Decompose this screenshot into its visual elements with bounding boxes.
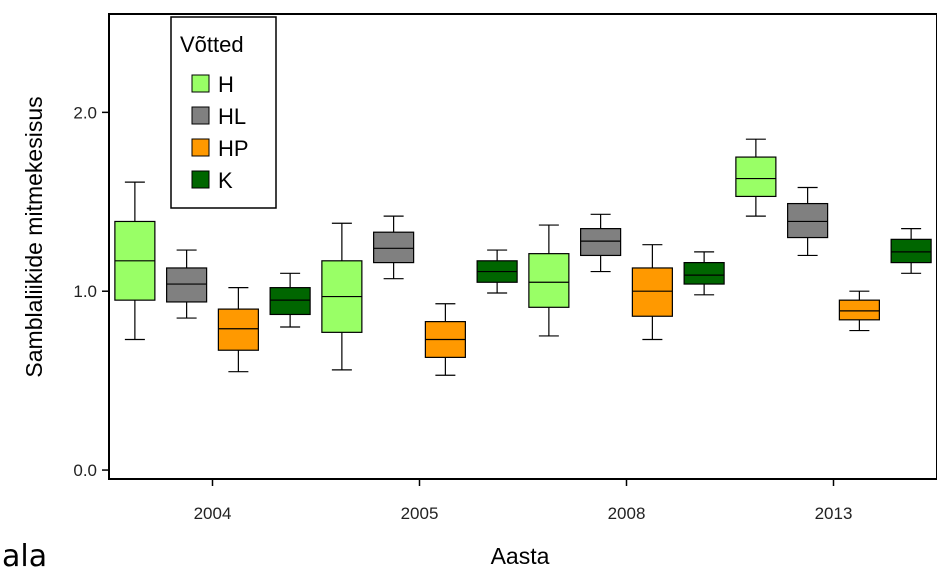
legend-swatch-k xyxy=(191,170,210,189)
box-iqr xyxy=(683,261,725,285)
box-iqr xyxy=(890,238,932,264)
box-hl-2013 xyxy=(787,186,829,257)
box-hl-2005 xyxy=(373,215,415,280)
y-axis: 0.0 1.0 2.0 xyxy=(73,103,109,480)
box-hp-2004 xyxy=(217,287,259,373)
box-k-2005 xyxy=(476,249,518,294)
box-k-2004 xyxy=(269,272,311,328)
y-tick-label: 0.0 xyxy=(73,461,97,480)
legend-label-k: K xyxy=(218,168,233,193)
box-hl-2008 xyxy=(580,213,622,273)
legend-swatch-h xyxy=(191,74,210,93)
y-tick-label: 1.0 xyxy=(73,282,97,301)
x-tick-label: 2005 xyxy=(401,504,439,523)
legend-label-hl: HL xyxy=(218,104,246,129)
box-k-2008 xyxy=(683,251,725,296)
box-h-2008 xyxy=(528,224,570,337)
box-iqr xyxy=(217,308,259,351)
box-k-2013 xyxy=(890,228,932,274)
box-hp-2005 xyxy=(424,303,466,376)
box-h-2004 xyxy=(114,181,156,341)
box-hl-2004 xyxy=(166,249,208,319)
legend: Võtted H HL HP K xyxy=(170,16,277,209)
plot-area-frame xyxy=(108,13,937,480)
y-axis-title: Samblaliikide mitmekesisus xyxy=(21,96,47,377)
box-iqr xyxy=(580,228,622,257)
box-iqr xyxy=(787,202,829,239)
box-h-2005 xyxy=(321,222,363,371)
y-tick-label: 2.0 xyxy=(73,103,97,122)
corner-text: ala xyxy=(2,539,47,569)
box-hp-2008 xyxy=(631,244,673,341)
box-iqr xyxy=(838,299,880,321)
legend-label-h: H xyxy=(218,72,234,97)
box-hp-2013 xyxy=(838,290,880,332)
box-iqr xyxy=(631,267,673,317)
x-tick-label: 2004 xyxy=(194,504,232,523)
box-iqr xyxy=(735,156,777,198)
box-iqr xyxy=(269,287,311,316)
x-tick-label: 2008 xyxy=(608,504,646,523)
x-axis-title: Aasta xyxy=(491,543,550,569)
x-tick-label: 2013 xyxy=(815,504,853,523)
box-series-group xyxy=(114,138,932,376)
legend-swatch-hl xyxy=(191,106,210,125)
box-iqr xyxy=(528,253,570,308)
legend-swatch-hp xyxy=(191,138,210,157)
legend-title: Võtted xyxy=(180,32,244,57)
legend-label-hp: HP xyxy=(218,136,249,161)
box-iqr xyxy=(373,231,415,264)
x-axis: 2004 2005 2008 2013 xyxy=(194,479,853,523)
box-h-2013 xyxy=(735,138,777,217)
legend-box xyxy=(170,16,277,209)
box-iqr xyxy=(166,267,208,303)
